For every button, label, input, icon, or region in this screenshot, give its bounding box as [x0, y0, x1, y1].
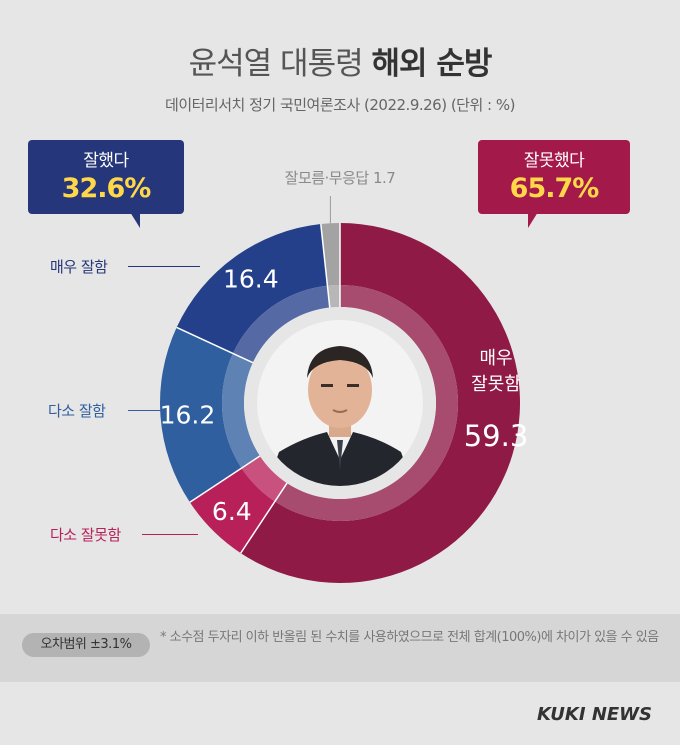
margin-of-error-badge: 오차범위 ±3.1%: [22, 633, 150, 657]
pie-slice-inner-ring-2: [221, 353, 260, 469]
leader-line-some-good: [128, 410, 164, 411]
pie-slice-inner-ring-3: [232, 285, 330, 363]
pie-slice-inner-ring-4: [327, 285, 340, 308]
leader-line-very-good: [128, 266, 200, 267]
page-title: 윤석열 대통령 해외 순방: [0, 38, 680, 83]
slice-value-label-2: 16.2: [160, 401, 216, 430]
pie-slice-3: [176, 224, 328, 354]
page-subtitle: 데이터리서치 정기 국민여론조사 (2022.9.26) (단위 : %): [165, 96, 515, 114]
footnote-text: * 소수점 두자리 이하 반올림 된 수치를 사용하였으므로 전체 합계(100…: [160, 630, 659, 645]
disapprove-summary-box: 잘못했다 65.7%: [478, 140, 630, 214]
slice-separator-1: [240, 482, 288, 554]
approve-value: 32.6%: [61, 173, 152, 204]
pie-slice-inner-ring-1: [241, 455, 288, 502]
approve-box-tail: [130, 212, 140, 228]
approve-summary-box: 잘했다 32.6%: [28, 140, 184, 214]
approve-label: 잘했다: [83, 151, 129, 171]
portrait-photo: [257, 320, 423, 486]
slice-value-label-1: 6.4: [212, 497, 252, 526]
slice-separator-3: [176, 326, 254, 364]
leader-line-some-bad: [142, 534, 198, 535]
pie-slice-inner-ring-0: [274, 285, 458, 521]
disapprove-box-tail: [528, 212, 538, 228]
title-bold: 해외 순방: [371, 46, 492, 82]
category-label-some-good: 다소 잘함: [48, 402, 106, 420]
category-label-some-bad: 다소 잘못함: [50, 526, 121, 544]
pie-slice-2: [160, 327, 242, 503]
pie-slice-1: [189, 468, 275, 554]
slice-value-label-3: 16.4: [223, 265, 279, 294]
title-light: 윤석열 대통령: [188, 46, 364, 82]
pie-slice-0: [240, 223, 521, 584]
category-label-very-bad-line-1: 매우: [479, 348, 512, 369]
slice-separator-2: [189, 455, 261, 503]
slice-separator-4: [320, 223, 331, 308]
dont-know-label: 잘모름·무응답 1.7: [284, 169, 396, 187]
slice-value-label-0: 59.3: [464, 419, 529, 453]
kuki-news-logo: KUKI NEWS: [536, 704, 652, 725]
disapprove-value: 65.7%: [509, 173, 600, 204]
category-label-very-good: 매우 잘함: [50, 258, 108, 276]
pie-slice-4: [320, 223, 340, 286]
category-label-very-bad-line-2: 잘못함: [471, 374, 521, 395]
disapprove-label: 잘못했다: [523, 151, 585, 171]
